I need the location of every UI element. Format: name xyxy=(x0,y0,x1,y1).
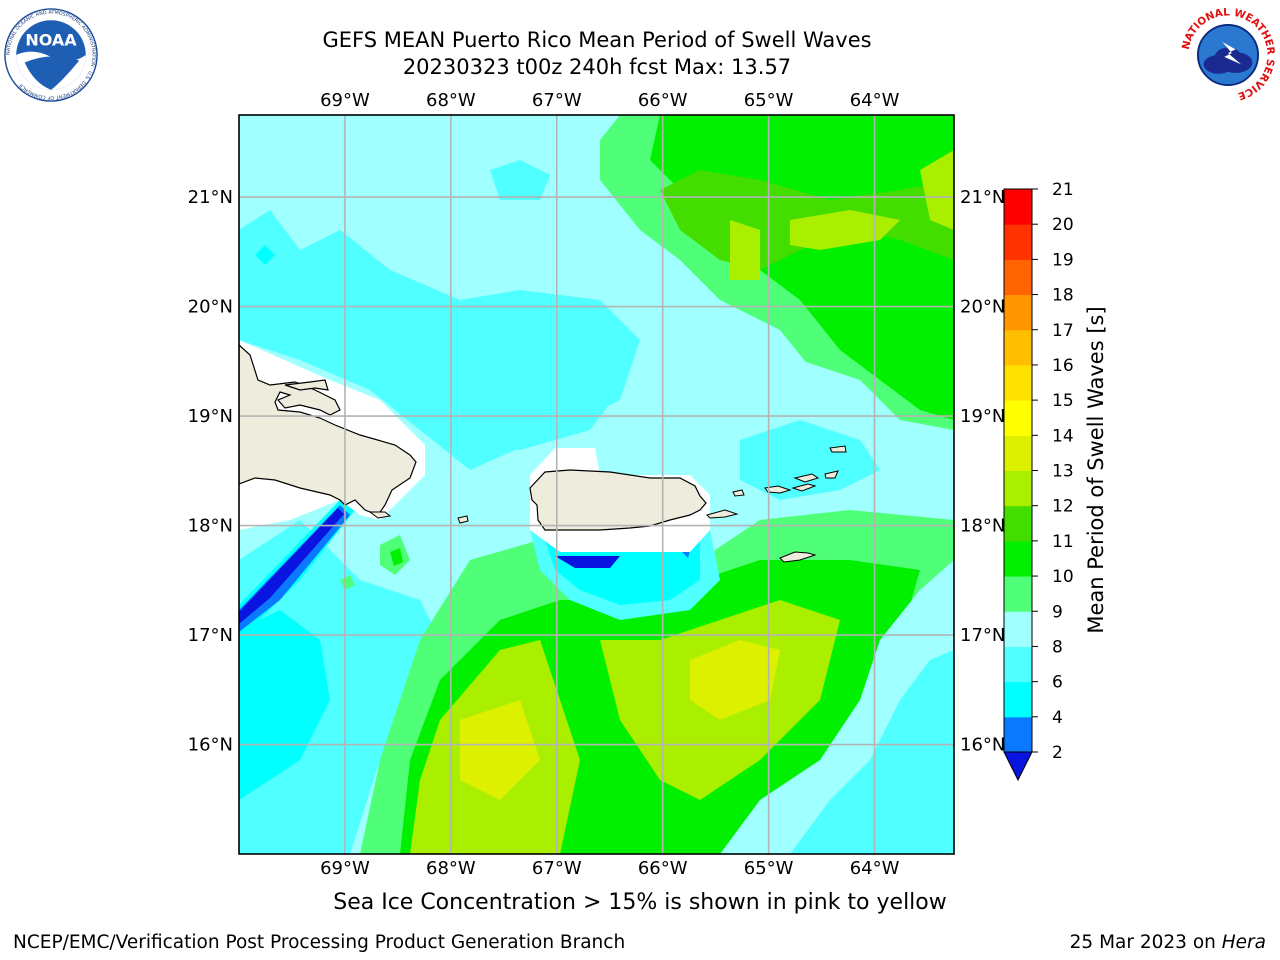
colorbar-tick-label: 19 xyxy=(1052,250,1074,270)
lon-label-bottom: 68°W xyxy=(426,858,476,879)
lon-label-top: 67°W xyxy=(532,90,582,111)
map-frame xyxy=(238,114,955,855)
map-subtitle-forecast: 20230323 t00z 240h fcst Max: 13.57 xyxy=(402,55,792,79)
nws-logo-icon: NATIONAL WEATHER SERVICE xyxy=(1178,6,1277,102)
colorbar-segment xyxy=(1004,259,1032,296)
lon-label-top: 68°W xyxy=(426,90,476,111)
colorbar-tick-label: 15 xyxy=(1052,391,1074,411)
lat-label-right: 19°N xyxy=(960,406,1005,427)
colorbar-tick-label: 21 xyxy=(1052,180,1074,200)
colorbar-tick-label: 14 xyxy=(1052,426,1074,446)
lat-ticks-left: 21°N 20°N 19°N 18°N 17°N 16°N xyxy=(188,187,233,755)
footer-date-text: 25 Mar 2023 on xyxy=(1069,932,1222,953)
colorbar-segment xyxy=(1004,224,1032,260)
map-gridlines xyxy=(239,115,954,854)
colorbar-tick-label: 18 xyxy=(1052,286,1074,306)
lon-label-bottom: 67°W xyxy=(532,858,582,879)
colorbar-tick-label: 6 xyxy=(1052,673,1063,693)
colorbar-tick-label: 13 xyxy=(1052,462,1074,482)
colorbar-extend-min xyxy=(1003,751,1033,782)
footer-date: 25 Mar 2023 on Hera xyxy=(1070,932,1266,953)
lat-label-left: 17°N xyxy=(188,625,233,646)
svg-text:NOAA: NOAA xyxy=(25,31,77,50)
lat-label-right: 18°N xyxy=(960,516,1005,537)
lat-ticks-right: 21°N 20°N 19°N 18°N 17°N 16°N xyxy=(960,187,1005,755)
lat-label-right: 21°N xyxy=(960,187,1005,208)
lon-label-top: 65°W xyxy=(744,90,794,111)
colorbar-segment xyxy=(1004,646,1032,683)
colorbar-ticks: 2 4 6 8 9 10 11 12 13 14 15 16 17 18 19 20 21 xyxy=(1032,180,1074,763)
lon-ticks-top: 69°W 68°W 67°W 66°W 65°W 64°W xyxy=(320,90,900,111)
lat-label-left: 18°N xyxy=(188,516,233,537)
colorbar-segment xyxy=(1004,470,1032,507)
footer-branch: NCEP/EMC/Verification Post Processing Pr… xyxy=(13,932,626,953)
sea-ice-note: Sea Ice Concentration > 15% is shown in … xyxy=(333,890,947,915)
colorbar-segment xyxy=(1004,294,1032,331)
colorbar-segment xyxy=(1004,611,1032,647)
colorbar-tick-label: 2 xyxy=(1052,743,1063,763)
colorbar-tick-label: 4 xyxy=(1052,708,1063,728)
lon-label-bottom: 66°W xyxy=(638,858,688,879)
colorbar-segment xyxy=(1004,364,1032,401)
lat-label-right: 16°N xyxy=(960,735,1005,756)
colorbar-segments xyxy=(1003,188,1033,782)
colorbar-tick-label: 12 xyxy=(1052,497,1074,517)
lon-label-top: 64°W xyxy=(850,90,900,111)
lat-label-left: 19°N xyxy=(188,406,233,427)
footer-host: Hera xyxy=(1221,932,1266,953)
lon-label-top: 69°W xyxy=(320,90,370,111)
colorbar-tick-label: 9 xyxy=(1052,602,1063,622)
colorbar-segment xyxy=(1004,329,1032,366)
map-title: GEFS MEAN Puerto Rico Mean Period of Swe… xyxy=(322,28,872,52)
lon-label-top: 66°W xyxy=(638,90,688,111)
colorbar-segment xyxy=(1004,189,1032,225)
colorbar-segment xyxy=(1004,400,1032,436)
lat-label-left: 21°N xyxy=(188,187,233,208)
lon-label-bottom: 64°W xyxy=(850,858,900,879)
colorbar-segment xyxy=(1004,576,1032,612)
lat-label-left: 20°N xyxy=(188,297,233,318)
lat-label-right: 17°N xyxy=(960,625,1005,646)
colorbar-tick-label: 10 xyxy=(1052,567,1074,587)
colorbar-segment xyxy=(1004,505,1032,542)
colorbar-segment xyxy=(1004,716,1032,753)
lon-label-bottom: 69°W xyxy=(320,858,370,879)
colorbar-label: Mean Period of Swell Waves [s] xyxy=(1084,306,1108,634)
colorbar-segment xyxy=(1004,435,1032,471)
lat-label-left: 16°N xyxy=(188,735,233,756)
lat-label-right: 20°N xyxy=(960,297,1005,318)
lon-ticks-bottom: 69°W 68°W 67°W 66°W 65°W 64°W xyxy=(320,858,900,879)
colorbar-tick-label: 17 xyxy=(1052,321,1074,341)
lon-label-bottom: 65°W xyxy=(744,858,794,879)
colorbar-segment xyxy=(1004,540,1032,577)
noaa-logo-icon: NOAA NATIONAL OCEANIC AND ATMOSPHERIC AD… xyxy=(4,8,98,102)
colorbar-segment xyxy=(1004,681,1032,718)
colorbar-tick-label: 16 xyxy=(1052,356,1074,376)
colorbar-tick-label: 8 xyxy=(1052,637,1063,657)
colorbar-tick-label: 11 xyxy=(1052,532,1074,552)
colorbar-tick-label: 20 xyxy=(1052,215,1074,235)
